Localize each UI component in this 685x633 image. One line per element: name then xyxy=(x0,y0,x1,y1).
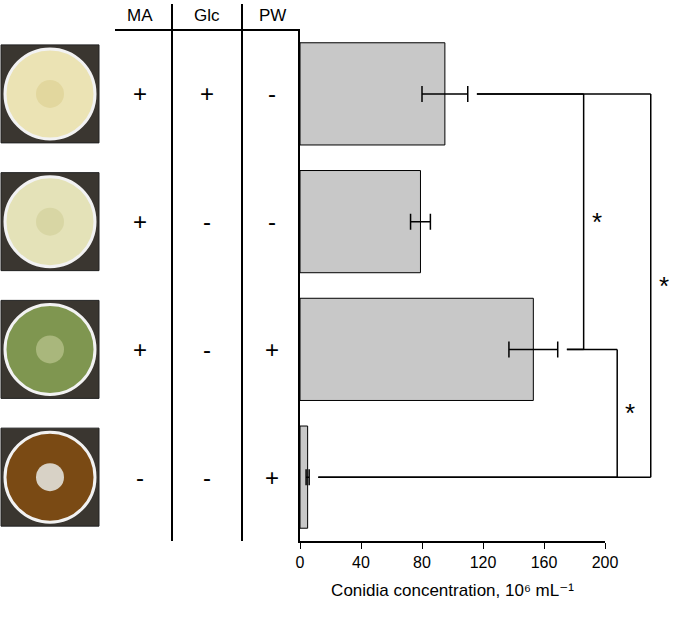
svg-text:+: + xyxy=(133,80,147,107)
svg-text:160: 160 xyxy=(531,554,558,571)
svg-text:200: 200 xyxy=(592,554,619,571)
svg-text:+: + xyxy=(265,464,279,491)
svg-text:-: - xyxy=(268,80,276,107)
svg-text:-: - xyxy=(203,336,211,363)
svg-text:Conidia concentration, 10⁶ mL⁻: Conidia concentration, 10⁶ mL⁻¹ xyxy=(331,581,574,600)
svg-text:*: * xyxy=(592,207,602,237)
svg-text:+: + xyxy=(133,208,147,235)
svg-text:40: 40 xyxy=(352,554,370,571)
svg-text:+: + xyxy=(200,80,214,107)
svg-text:120: 120 xyxy=(470,554,497,571)
svg-text:+: + xyxy=(265,336,279,363)
svg-text:-: - xyxy=(268,208,276,235)
svg-text:80: 80 xyxy=(413,554,431,571)
svg-text:PW: PW xyxy=(259,6,286,25)
svg-text:0: 0 xyxy=(296,554,305,571)
svg-text:MA: MA xyxy=(127,6,153,25)
svg-text:-: - xyxy=(203,208,211,235)
svg-text:Glc: Glc xyxy=(194,6,220,25)
svg-text:-: - xyxy=(203,464,211,491)
svg-text:*: * xyxy=(625,398,635,428)
svg-text:+: + xyxy=(133,336,147,363)
svg-text:*: * xyxy=(659,271,669,301)
svg-text:-: - xyxy=(136,464,144,491)
